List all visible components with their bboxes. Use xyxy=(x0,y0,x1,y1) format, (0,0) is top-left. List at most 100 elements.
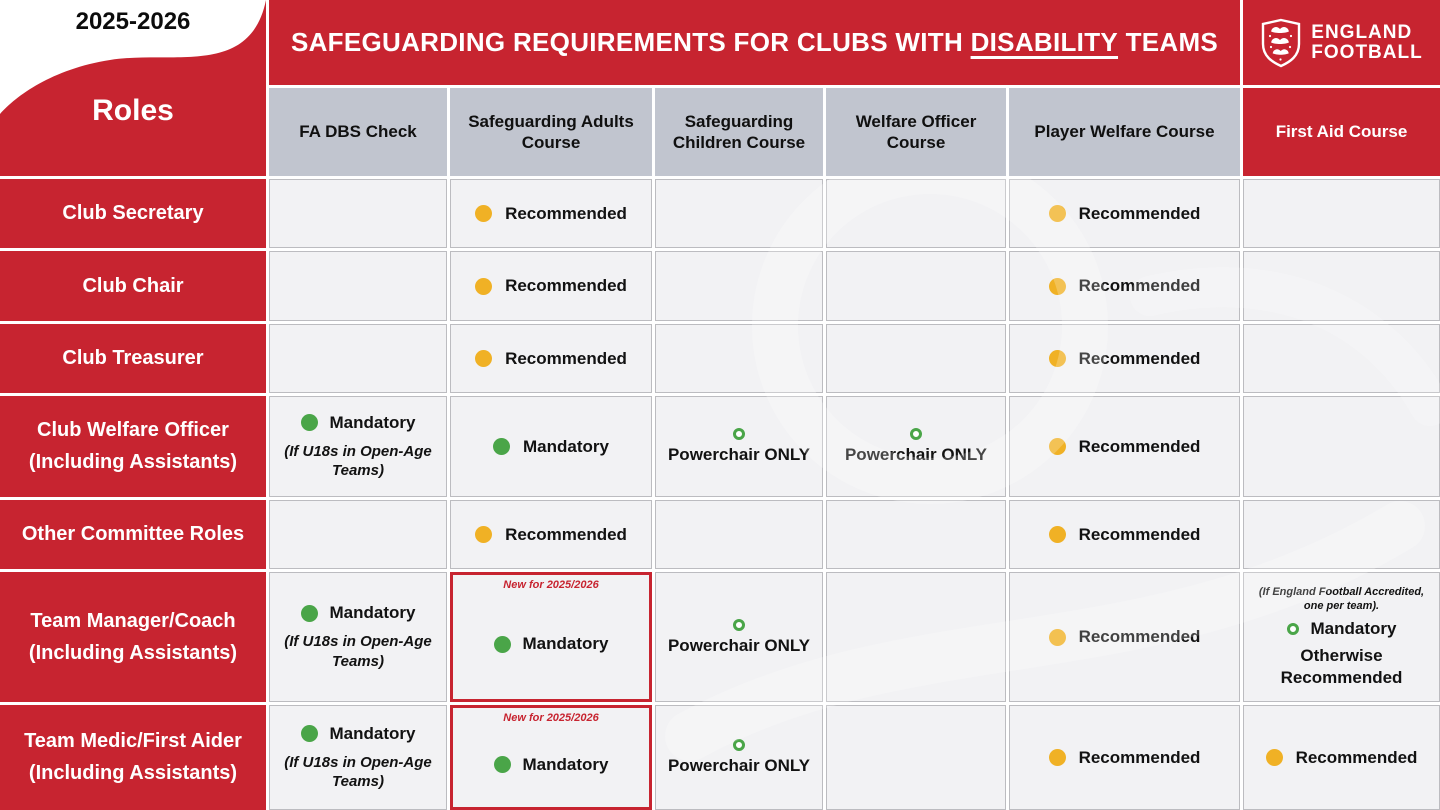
column-header-fa-dbs: FA DBS Check xyxy=(269,88,447,176)
cell-status-line: Mandatory xyxy=(1286,619,1397,639)
cell-label: Recommended xyxy=(505,524,627,544)
cell-label: Recommended xyxy=(1078,627,1201,646)
mandatory-dot-icon xyxy=(300,604,318,622)
mandatory-dot-icon xyxy=(300,725,318,742)
table-cell: Recommended xyxy=(1009,179,1240,248)
three-lions-crest-icon xyxy=(1262,18,1301,67)
cell-label: Powerchair ONLY xyxy=(667,445,811,464)
role-cell-team-manager-coach: Team Manager/Coach (Including Assistants… xyxy=(0,572,266,702)
recommended-dot-icon xyxy=(1265,749,1283,766)
cell-status-line: Mandatory xyxy=(300,723,416,744)
table-cell: Mandatory (If U18s in Open-Age Teams) xyxy=(269,396,447,497)
cell-label: Recommended xyxy=(1078,203,1201,223)
cell-status-line: Mandatory xyxy=(300,603,416,623)
table-cell: Recommended xyxy=(450,251,652,321)
new-requirement-tag: New for 2025/2026 xyxy=(503,579,599,591)
table-cell: Recommended xyxy=(1009,396,1240,497)
table-cell: Mandatory (If U18s in Open-Age Teams) xyxy=(269,572,447,702)
table-cell xyxy=(655,179,823,248)
column-header-player-welfare: Player Welfare Course xyxy=(1009,88,1240,176)
table-cell xyxy=(269,324,447,393)
cell-label: Recommended xyxy=(1078,747,1201,767)
table-cell xyxy=(655,500,823,569)
table-cell-new-requirement: New for 2025/2026 Mandatory xyxy=(450,705,652,810)
role-cell-team-medic-first-aider: Team Medic/First Aider (Including Assist… xyxy=(0,705,266,810)
page-title: SAFEGUARDING REQUIREMENTS FOR CLUBS WITH… xyxy=(269,0,1240,85)
cell-label: Mandatory xyxy=(329,603,416,622)
season-label: 2025-2026 xyxy=(75,8,191,35)
powerchair-ring-icon xyxy=(910,428,922,440)
roles-header: Roles xyxy=(92,94,174,127)
cell-secondary-label: Otherwise Recommended xyxy=(1280,646,1403,688)
role-sublabel: (Including Assistants) xyxy=(28,762,238,784)
table-cell: Recommended xyxy=(450,324,652,393)
cell-label: Recommended xyxy=(1078,524,1201,544)
powerchair-ring-icon xyxy=(733,739,745,751)
powerchair-ring-icon xyxy=(1286,623,1299,636)
role-label: Team Medic/First Aider xyxy=(24,730,242,752)
cell-status-line: Mandatory xyxy=(300,412,416,433)
red-wave-shape xyxy=(0,0,266,131)
table-cell: (If England Football Accredited, one per… xyxy=(1243,572,1440,702)
role-sublabel: (Including Assistants) xyxy=(28,451,238,473)
cell-label: Mandatory xyxy=(329,412,416,432)
table-cell: Recommended xyxy=(1009,324,1240,393)
recommended-dot-icon xyxy=(475,205,493,222)
table-cell xyxy=(655,324,823,393)
column-header-welfare-officer: Welfare Officer Course xyxy=(826,88,1006,176)
table-cell xyxy=(826,500,1006,569)
role-label: Team Manager/Coach xyxy=(30,609,236,632)
cell-label: Recommended xyxy=(1078,436,1201,456)
table-cell: Recommended xyxy=(1009,251,1240,321)
table-cell: Mandatory xyxy=(450,396,652,497)
table-cell: Mandatory (If U18s in Open-Age Teams) xyxy=(269,705,447,810)
mandatory-dot-icon xyxy=(300,414,318,431)
table-cell xyxy=(826,251,1006,321)
recommended-dot-icon xyxy=(475,277,493,295)
recommended-dot-icon xyxy=(1048,350,1066,367)
role-label: Other Committee Roles xyxy=(21,523,245,545)
powerchair-ring-icon xyxy=(733,618,745,631)
recommended-dot-icon xyxy=(1048,205,1066,222)
table-cell xyxy=(826,572,1006,702)
role-label: Club Welfare Officer xyxy=(37,419,229,441)
table-cell: Recommended xyxy=(1243,705,1440,810)
table-cell xyxy=(826,324,1006,393)
cell-label: Mandatory xyxy=(1310,619,1397,639)
cell-condition-note: (If England Football Accredited, one per… xyxy=(1258,585,1425,612)
cell-label: Mandatory xyxy=(329,723,416,743)
table-cell xyxy=(826,705,1006,810)
table-cell xyxy=(1243,251,1440,321)
column-header-first-aid: First Aid Course xyxy=(1243,88,1440,176)
column-header-safeguarding-children: Safeguarding Children Course xyxy=(655,88,823,176)
table-cell xyxy=(269,251,447,321)
table-cell: Recommended xyxy=(1009,500,1240,569)
role-cell-club-secretary: Club Secretary xyxy=(0,179,266,248)
column-header-safeguarding-adults: Safeguarding Adults Course xyxy=(450,88,652,176)
powerchair-ring-icon xyxy=(733,428,745,440)
table-cell: Recommended xyxy=(1009,705,1240,810)
role-cell-club-chair: Club Chair xyxy=(0,251,266,321)
mandatory-dot-icon xyxy=(493,635,511,653)
cell-label: Mandatory xyxy=(522,754,609,774)
table-cell xyxy=(1243,500,1440,569)
table-cell: Powerchair ONLY xyxy=(826,396,1006,497)
cell-note: (If U18s in Open-Age Teams) xyxy=(284,633,432,670)
recommended-dot-icon xyxy=(475,350,493,367)
table-cell xyxy=(1243,396,1440,497)
new-requirement-tag: New for 2025/2026 xyxy=(503,712,599,724)
table-cell: Recommended xyxy=(450,179,652,248)
cell-label: Powerchair ONLY xyxy=(667,635,811,655)
recommended-dot-icon xyxy=(1048,749,1066,766)
role-cell-other-committee-roles: Other Committee Roles xyxy=(0,500,266,569)
role-label: Club Chair xyxy=(82,274,184,297)
role-label: Club Secretary xyxy=(62,202,204,224)
recommended-dot-icon xyxy=(475,526,493,543)
title-prefix: SAFEGUARDING REQUIREMENTS FOR CLUBS WITH xyxy=(290,27,971,57)
mandatory-dot-icon xyxy=(493,756,511,773)
cell-label: Recommended xyxy=(1078,276,1201,295)
cell-note: (If U18s in Open-Age Teams) xyxy=(284,753,432,791)
cell-label: Recommended xyxy=(505,276,627,295)
cell-label: Recommended xyxy=(505,348,627,368)
